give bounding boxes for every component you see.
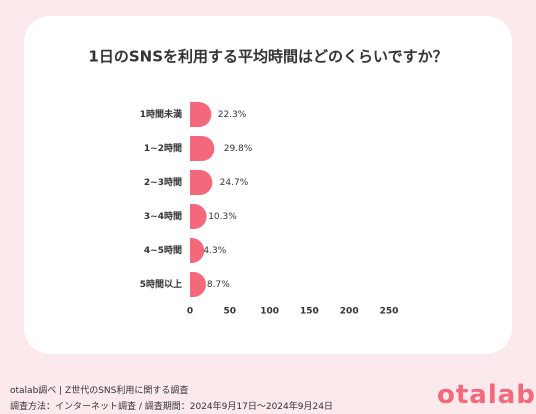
x-tick-label: 100 bbox=[260, 307, 279, 317]
value-label: 29.8% bbox=[224, 144, 253, 154]
source-note: otalab調べ | Z世代のSNS利用に関する調査 bbox=[10, 386, 189, 396]
x-tick-label: 50 bbox=[224, 307, 237, 317]
x-tick-label: 0 bbox=[187, 307, 193, 317]
value-label: 4.3% bbox=[203, 246, 226, 256]
category-label: 5時間以上 bbox=[140, 278, 182, 290]
bar bbox=[190, 237, 205, 263]
chart-card bbox=[24, 16, 512, 354]
otalab-logo: otalab bbox=[437, 380, 536, 410]
value-label: 24.7% bbox=[220, 178, 249, 188]
survey-method-note: 調査方法：インターネット調査 / 調査期間：2024年9月17日〜2024年9月… bbox=[10, 402, 333, 412]
bar bbox=[190, 136, 215, 161]
x-tick-label: 150 bbox=[300, 307, 319, 317]
x-tick-label: 250 bbox=[380, 307, 399, 317]
bar bbox=[190, 102, 212, 127]
category-label: 1時間未満 bbox=[140, 108, 182, 120]
x-tick-label: 200 bbox=[340, 307, 359, 317]
bar bbox=[190, 170, 213, 195]
value-label: 22.3% bbox=[218, 110, 247, 120]
bar bbox=[190, 204, 207, 229]
chart-title: 1日のSNSを利用する平均時間はどのくらいですか？ bbox=[88, 48, 447, 66]
value-label: 8.7% bbox=[207, 280, 230, 290]
bar bbox=[190, 272, 206, 297]
category-label: 2~3時間 bbox=[144, 176, 182, 188]
category-label: 3~4時間 bbox=[144, 210, 182, 222]
category-label: 1~2時間 bbox=[144, 142, 182, 154]
value-label: 10.3% bbox=[208, 212, 237, 222]
category-label: 4~5時間 bbox=[144, 244, 182, 256]
